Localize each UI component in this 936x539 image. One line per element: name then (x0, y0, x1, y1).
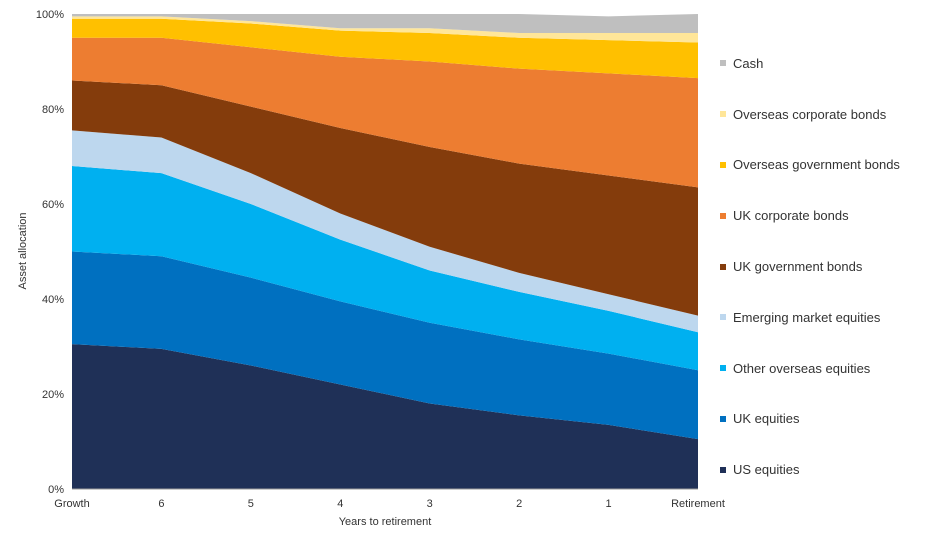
legend-swatch (720, 415, 726, 422)
legend-label: US equities (733, 462, 800, 478)
area-overseas-corporate-bonds (72, 16, 698, 43)
x-tick-label: 5 (248, 498, 254, 510)
y-tick-label: 60% (42, 199, 64, 211)
x-tick-label: 4 (337, 498, 343, 510)
legend-swatch (720, 263, 726, 270)
legend-label: Emerging market equities (733, 309, 881, 325)
legend-label: UK equities (733, 411, 800, 427)
y-tick-label: 100% (36, 9, 64, 21)
legend-item: UK government bonds (720, 241, 930, 292)
legend-item: UK corporate bonds (720, 190, 930, 241)
legend-label: UK government bonds (733, 259, 863, 275)
y-tick-label: 80% (42, 104, 64, 116)
legend-swatch (720, 314, 726, 321)
legend-swatch (720, 212, 726, 219)
legend-item: Emerging market equities (720, 292, 930, 343)
legend-label: Cash (733, 55, 764, 71)
y-tick-label: 40% (42, 294, 64, 306)
area-uk-equities (72, 251, 698, 440)
legend-swatch (720, 60, 726, 67)
legend-swatch (720, 111, 726, 118)
x-tick-label: 6 (158, 498, 164, 510)
legend: Cash Overseas corporate bonds Overseas gov… (720, 38, 930, 495)
legend-label: UK corporate bonds (733, 208, 849, 224)
legend-label: Other overseas equities (733, 360, 871, 376)
y-tick-label: 20% (42, 389, 64, 401)
x-tick-label: Growth (54, 498, 89, 510)
legend-swatch (720, 466, 726, 473)
legend-item: UK equities (720, 394, 930, 445)
legend-label: Overseas government bonds (733, 157, 900, 173)
area-emerging-market-equities (72, 130, 698, 333)
legend-label: Overseas corporate bonds (733, 106, 887, 122)
x-tick-label: 3 (427, 498, 433, 510)
x-axis-title: Years to retirement (339, 516, 432, 528)
x-tick-labels: Growth 6 5 4 3 2 1 Retirement (54, 498, 725, 510)
legend-item: US equities (720, 444, 930, 495)
area-us-equities (72, 344, 698, 489)
legend-item: Overseas government bonds (720, 140, 930, 191)
area-other-overseas-equities (72, 166, 698, 371)
x-tick-label: Retirement (671, 498, 725, 510)
legend-item: Other overseas equities (720, 343, 930, 394)
area-overseas-government-bonds (72, 18, 698, 79)
area-cash (72, 14, 698, 33)
area-uk-corporate-bonds (72, 37, 698, 188)
x-tick-label: 1 (606, 498, 612, 510)
series-areas (72, 14, 698, 489)
legend-item: Cash (720, 38, 930, 89)
legend-swatch (720, 365, 726, 372)
y-axis-title: Asset allocation (17, 212, 29, 289)
area-uk-government-bonds (72, 80, 698, 316)
legend-item: Overseas corporate bonds (720, 89, 930, 140)
y-tick-labels: 0% 20% 40% 60% 80% 100% (36, 9, 64, 496)
x-tick-label: 2 (516, 498, 522, 510)
legend-swatch (720, 161, 726, 168)
y-tick-label: 0% (48, 484, 64, 496)
